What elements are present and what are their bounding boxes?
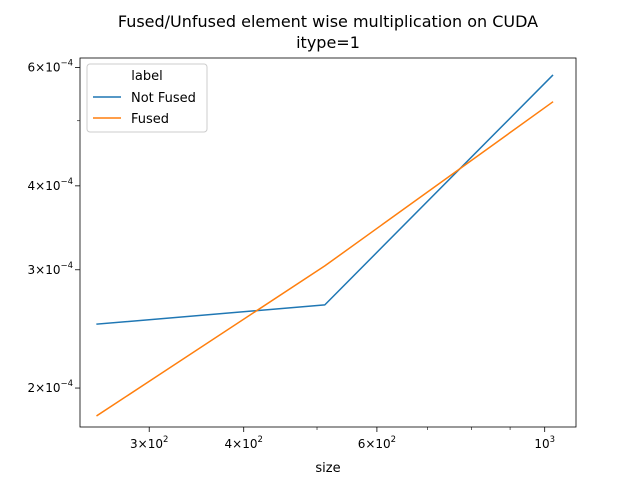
legend: label Not Fused Fused xyxy=(86,63,208,133)
x-tick-label: 3×102 xyxy=(130,435,168,451)
legend-frame xyxy=(86,63,208,133)
y-axis-ticks: 2×10−4 3×10−4 4×10−4 6×10−4 xyxy=(28,59,80,395)
series-line-not-fused xyxy=(96,74,554,325)
y-tick-label: 4×10−4 xyxy=(28,177,74,193)
legend-label-fused: Fused xyxy=(131,112,169,127)
y-tick-label: 3×10−4 xyxy=(28,261,74,277)
x-axis-ticks: 3×102 4×102 6×102 103 xyxy=(130,427,555,451)
series-layer xyxy=(96,74,554,417)
chart-subtitle: itype=1 xyxy=(296,33,360,52)
x-tick-label: 4×102 xyxy=(225,435,263,451)
axes-frame xyxy=(79,57,577,428)
x-tick-label: 103 xyxy=(534,435,555,451)
x-axis-label: size xyxy=(315,461,340,476)
plot-area xyxy=(79,57,577,428)
legend-title: label xyxy=(131,69,162,84)
x-tick-label: 6×102 xyxy=(358,435,396,451)
chart-title: Fused/Unfused element wise multiplicatio… xyxy=(118,12,538,31)
y-tick-label: 6×10−4 xyxy=(28,59,74,75)
y-tick-label: 2×10−4 xyxy=(28,379,74,395)
legend-label-not-fused: Not Fused xyxy=(131,91,196,106)
series-line-fused xyxy=(96,101,554,417)
